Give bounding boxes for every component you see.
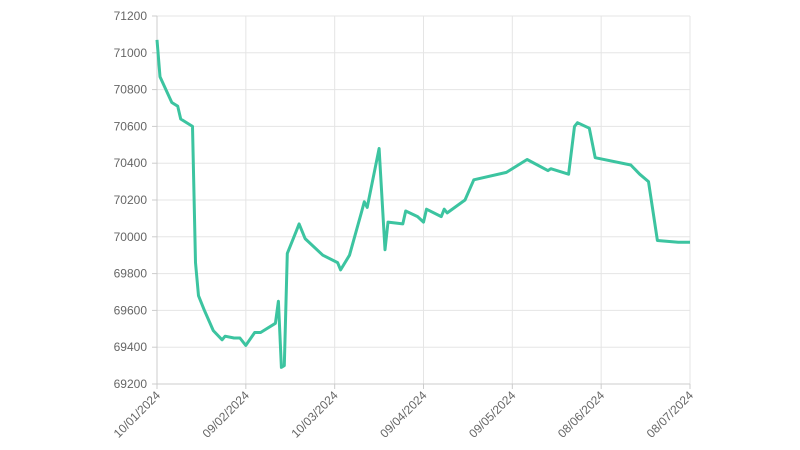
x-tick-label: 08/07/2024 bbox=[644, 388, 697, 441]
x-tick-label: 09/05/2024 bbox=[466, 388, 519, 441]
y-tick-label: 70200 bbox=[114, 193, 148, 207]
y-tick-label: 69200 bbox=[114, 377, 148, 391]
x-tick-label: 09/02/2024 bbox=[200, 388, 253, 441]
y-tick-label: 71200 bbox=[114, 9, 148, 23]
y-tick-label: 69400 bbox=[114, 340, 148, 354]
y-tick-label: 71000 bbox=[114, 46, 148, 60]
x-tick-label: 09/04/2024 bbox=[377, 388, 430, 441]
y-tick-label: 70600 bbox=[114, 119, 148, 133]
y-tick-label: 70000 bbox=[114, 230, 148, 244]
y-tick-label: 69800 bbox=[114, 267, 148, 281]
y-tick-label: 69600 bbox=[114, 303, 148, 317]
y-tick-label: 70800 bbox=[114, 83, 148, 97]
x-tick-label: 10/03/2024 bbox=[288, 388, 341, 441]
line bbox=[155, 39, 690, 369]
x-tick-label: 10/01/2024 bbox=[111, 388, 164, 441]
x-tick-label: 08/06/2024 bbox=[555, 388, 608, 441]
y-tick-label: 70400 bbox=[114, 156, 148, 170]
